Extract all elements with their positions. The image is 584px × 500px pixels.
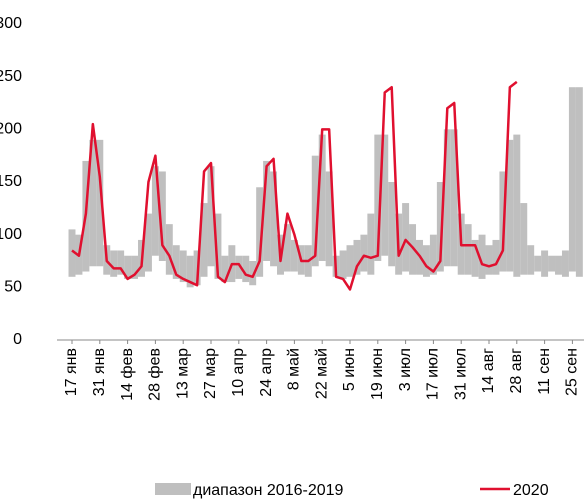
range-bar xyxy=(541,250,549,277)
range-bar xyxy=(374,134,382,261)
line-2020 xyxy=(71,80,518,291)
x-tick-label: 14 фев xyxy=(119,348,136,401)
y-tick-label: 0 xyxy=(13,331,22,348)
range-bar xyxy=(207,166,215,267)
y-tick-label: 250 xyxy=(0,68,22,85)
range-bar xyxy=(186,255,194,288)
range-bar xyxy=(443,129,451,267)
range-bar xyxy=(520,203,528,275)
legend-label: диапазон 2016-2019 xyxy=(193,482,344,499)
range-bar xyxy=(464,224,472,275)
x-tick-label: 8 май xyxy=(286,348,303,390)
range-bar xyxy=(429,234,437,275)
y-tick-label: 200 xyxy=(0,121,22,138)
range-bar xyxy=(575,87,583,277)
x-tick-label: 25 сен xyxy=(564,348,581,396)
x-tick-label: 28 авг xyxy=(508,348,525,394)
range-bar xyxy=(89,139,97,267)
range-bar xyxy=(263,160,271,261)
range-bar xyxy=(256,187,264,277)
range-bar xyxy=(492,239,500,275)
range-bar xyxy=(270,171,278,267)
range-bar xyxy=(117,250,125,275)
legend-label: 2020 xyxy=(513,482,549,499)
x-tick-label: 17 янв xyxy=(63,348,80,396)
x-tick-label: 11 сен xyxy=(536,348,553,395)
range-bar xyxy=(513,134,521,277)
range-bar xyxy=(548,255,556,272)
x-tick-label: 22 май xyxy=(313,348,330,399)
range-bar xyxy=(478,234,486,279)
range-bar xyxy=(506,139,514,272)
range-bar xyxy=(527,245,535,275)
range-bar xyxy=(221,255,229,283)
range-bar xyxy=(131,255,139,279)
range-bar xyxy=(422,245,430,277)
range-bar xyxy=(436,182,444,272)
y-tick-label: 50 xyxy=(4,279,22,296)
range-bar xyxy=(172,245,180,279)
range-bar xyxy=(110,250,118,277)
x-tick-label: 14 авг xyxy=(480,348,497,394)
x-tick-label: 19 июн xyxy=(369,348,386,400)
range-bar xyxy=(151,166,159,256)
range-bar xyxy=(179,250,187,283)
range-bar xyxy=(144,213,152,272)
range-bar xyxy=(381,134,389,256)
range-bar xyxy=(360,234,368,272)
range-bar xyxy=(283,224,291,272)
range-bar xyxy=(311,155,319,267)
range-bar xyxy=(388,182,396,267)
range-bar xyxy=(471,239,479,277)
range-bar xyxy=(318,134,326,261)
range-bar xyxy=(158,171,166,261)
x-tick-label: 27 мар xyxy=(202,348,219,399)
range-bar xyxy=(402,203,410,272)
range-bar xyxy=(561,250,569,277)
range-bar xyxy=(339,250,347,279)
x-tick-label: 31 июл xyxy=(452,348,469,400)
x-tick-label: 3 июл xyxy=(397,348,414,391)
range-bar xyxy=(367,213,375,275)
y-tick-label: 300 xyxy=(0,15,22,32)
range-bar xyxy=(346,245,354,277)
range-bar xyxy=(165,224,173,275)
range-bar xyxy=(555,255,562,275)
x-tick-label: 13 мар xyxy=(174,348,191,399)
x-tick-label: 31 янв xyxy=(91,348,108,396)
x-tick-label: 24 апр xyxy=(258,348,275,397)
range-bar xyxy=(235,255,243,279)
range-bar xyxy=(290,239,298,272)
x-tick-label: 28 фев xyxy=(147,348,164,401)
range-bar xyxy=(485,245,493,275)
x-tick-label: 10 апр xyxy=(230,348,247,397)
range-bar xyxy=(96,139,104,267)
x-tick-label: 17 июл xyxy=(425,348,442,400)
range-bar xyxy=(68,229,76,277)
y-tick-label: 100 xyxy=(0,226,22,243)
range-bar xyxy=(353,239,361,275)
range-bar xyxy=(214,213,222,279)
range-bar xyxy=(200,203,208,277)
range-bar xyxy=(242,255,250,283)
y-tick-label: 150 xyxy=(0,173,22,190)
range-bar xyxy=(450,129,458,267)
range-bar xyxy=(124,255,132,279)
range-bar xyxy=(568,87,576,272)
range-bar xyxy=(325,171,333,267)
range-bar xyxy=(409,224,417,275)
legend-swatch xyxy=(155,483,191,495)
range-bar xyxy=(249,261,257,286)
range-bar xyxy=(534,255,542,272)
x-tick-label: 5 июн xyxy=(341,348,358,391)
